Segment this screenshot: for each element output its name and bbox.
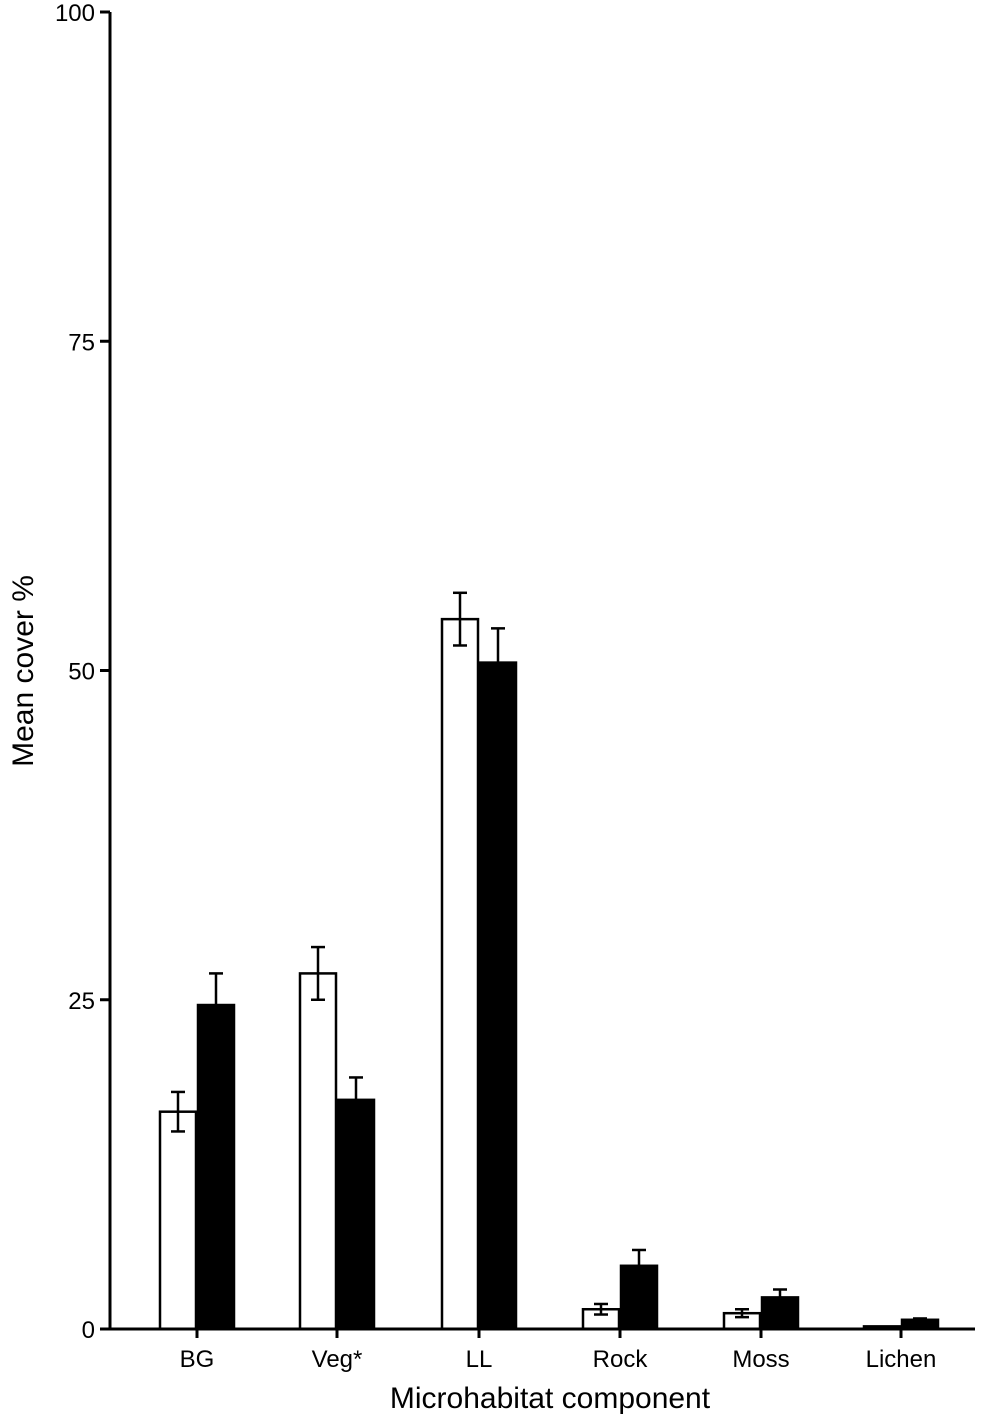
- axes-layer: [108, 12, 975, 1331]
- y-tick-label-0: 0: [82, 1317, 95, 1344]
- bars-layer: [158, 591, 940, 1331]
- bar-bg-series-2: [196, 1003, 236, 1331]
- error-bar-bg-series-2: [209, 972, 223, 1038]
- x-tick-label-lichen: Lichen: [866, 1346, 937, 1373]
- bar-ll-series-1: [440, 617, 480, 1331]
- x-tick-label-rock: Rock: [593, 1346, 649, 1373]
- error-bar-moss-series-1: [735, 1307, 749, 1319]
- y-tick-label-75: 75: [68, 329, 95, 356]
- error-bar-rock-series-2: [632, 1248, 646, 1283]
- x-tick-label-ll: LL: [466, 1346, 493, 1373]
- y-tick-label-25: 25: [68, 988, 95, 1015]
- y-axis-title: Mean cover %: [7, 575, 40, 767]
- x-tick-label-veg: Veg*: [312, 1346, 363, 1373]
- x-axis-title: Microhabitat component: [390, 1382, 711, 1415]
- error-bar-ll-series-1: [453, 591, 467, 647]
- ticks-layer: 0 25 50 75 100 BG Veg* LL Rock Moss Lichen: [55, 0, 936, 1373]
- error-bar-bg-series-1: [171, 1090, 185, 1133]
- error-bar-lichen-series-2: [913, 1317, 927, 1323]
- bar-bg-series-1: [158, 1110, 198, 1331]
- error-bar-veg-series-1: [311, 945, 325, 1001]
- error-bar-rock-series-1: [594, 1302, 608, 1316]
- error-bar-ll-series-2: [491, 627, 505, 699]
- x-tick-label-moss: Moss: [732, 1346, 789, 1373]
- bar-ll-series-2: [478, 661, 518, 1331]
- y-tick-label-50: 50: [68, 659, 95, 686]
- bar-veg-series-2: [336, 1098, 376, 1331]
- y-tick-label-100: 100: [55, 0, 95, 27]
- error-bar-moss-series-2: [773, 1288, 787, 1307]
- x-tick-label-bg: BG: [180, 1346, 215, 1373]
- error-bar-veg-series-2: [349, 1076, 363, 1124]
- bar-veg-series-1: [298, 972, 338, 1331]
